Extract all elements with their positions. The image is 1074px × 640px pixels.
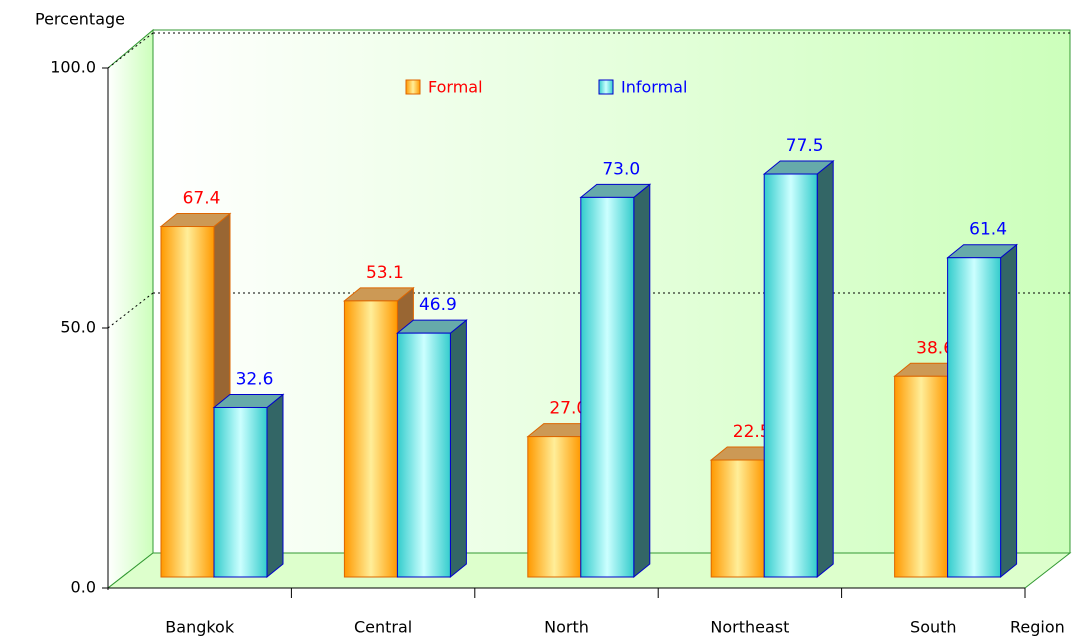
bar-face [633, 183, 651, 579]
bar [395, 319, 468, 579]
y-tick-label: 50.0 [60, 318, 96, 337]
bar-face [763, 173, 818, 578]
value-label: 27.0 [549, 399, 587, 419]
bar-face [266, 393, 284, 579]
bar-face [396, 332, 451, 578]
value-label: 22.5 [733, 422, 771, 442]
x-tick-label: Central [354, 618, 412, 637]
value-label: 77.5 [786, 136, 824, 156]
bar-face [947, 257, 1002, 578]
bar-face [160, 226, 215, 578]
bar-face [580, 196, 635, 578]
bar [762, 159, 835, 579]
bar-face [1000, 243, 1018, 579]
y-tick-label: 100.0 [50, 58, 96, 77]
bar-face [449, 319, 467, 579]
value-label: 38.6 [916, 338, 954, 358]
x-tick-label: Northeast [710, 618, 789, 637]
bar-face [213, 406, 268, 578]
value-label: 46.9 [419, 295, 457, 315]
legend-swatch [405, 79, 421, 95]
side-wall [107, 28, 154, 590]
bar-face [710, 459, 765, 578]
y-axis-label: Percentage [35, 10, 125, 29]
bar [212, 393, 285, 579]
x-tick-label: North [544, 618, 589, 637]
x-axis-label: Region [1010, 618, 1065, 637]
value-label: 61.4 [969, 220, 1007, 240]
bar-face [343, 300, 398, 578]
legend-label: Formal [428, 78, 483, 97]
legend-swatch [598, 79, 614, 95]
bar [946, 243, 1019, 579]
y-tick-label: 0.0 [71, 578, 96, 597]
value-label: 53.1 [366, 263, 404, 283]
bar [579, 183, 652, 579]
bar-face [894, 375, 949, 578]
value-label: 32.6 [236, 369, 274, 389]
x-tick-label: Bangkok [165, 618, 235, 637]
legend-label: Informal [621, 78, 687, 97]
x-tick-label: South [910, 618, 957, 637]
value-label: 73.0 [602, 159, 640, 179]
bar-face [527, 436, 582, 578]
bar-face [816, 159, 834, 579]
value-label: 67.4 [183, 189, 221, 209]
